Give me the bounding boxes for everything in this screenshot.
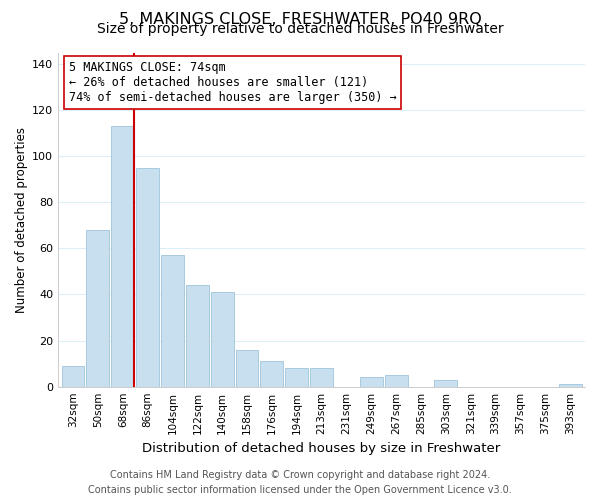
Text: 5 MAKINGS CLOSE: 74sqm
← 26% of detached houses are smaller (121)
74% of semi-de: 5 MAKINGS CLOSE: 74sqm ← 26% of detached… (68, 61, 397, 104)
Bar (211, 292, 233, 386)
Y-axis label: Number of detached properties: Number of detached properties (15, 126, 28, 312)
Bar (112, 126, 134, 386)
Bar (136, 168, 159, 386)
Bar (62, 366, 85, 386)
Bar (310, 368, 333, 386)
X-axis label: Distribution of detached houses by size in Freshwater: Distribution of detached houses by size … (142, 442, 501, 455)
Bar (236, 350, 259, 387)
Text: 5, MAKINGS CLOSE, FRESHWATER, PO40 9RQ: 5, MAKINGS CLOSE, FRESHWATER, PO40 9RQ (119, 12, 481, 28)
Bar (285, 368, 308, 386)
Bar (559, 384, 581, 386)
Text: Contains HM Land Registry data © Crown copyright and database right 2024.
Contai: Contains HM Land Registry data © Crown c… (88, 470, 512, 495)
Bar (434, 380, 457, 386)
Bar (260, 362, 283, 386)
Bar (86, 230, 109, 386)
Text: Size of property relative to detached houses in Freshwater: Size of property relative to detached ho… (97, 22, 503, 36)
Bar (186, 286, 209, 386)
Bar (360, 378, 383, 386)
Bar (385, 375, 407, 386)
Bar (161, 256, 184, 386)
